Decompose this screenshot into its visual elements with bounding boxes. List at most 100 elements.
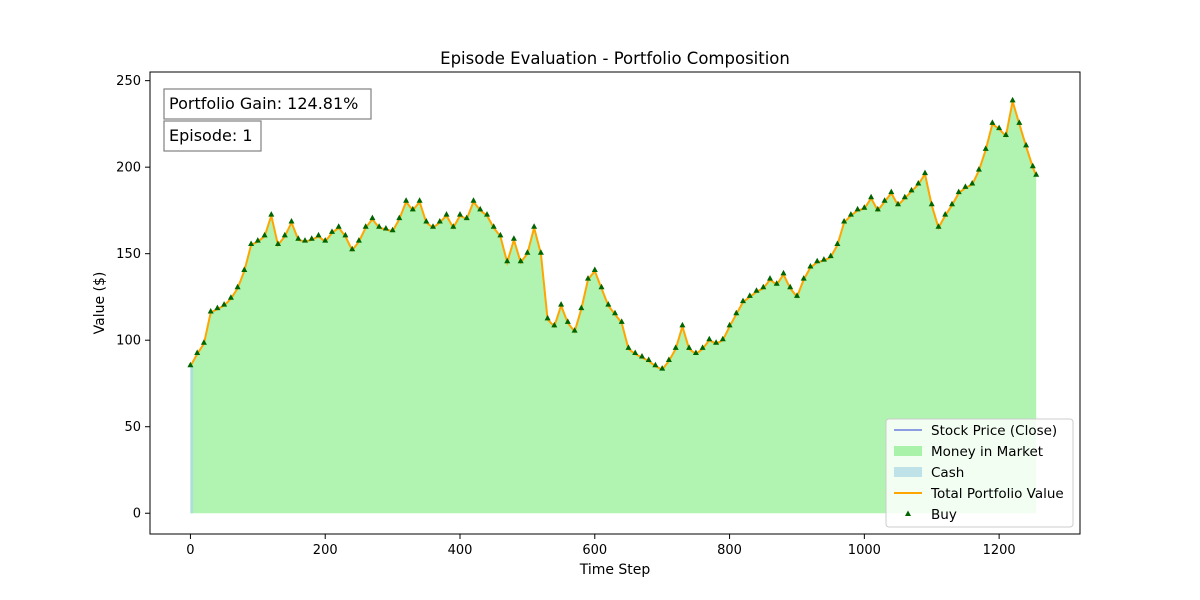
buy-marker	[935, 223, 942, 229]
buy-marker	[315, 231, 322, 238]
y-tick-label: 200	[116, 161, 141, 176]
buy-marker	[234, 283, 241, 290]
buy-marker	[1029, 162, 1036, 169]
annotation-gain: Portfolio Gain: 124.81%	[163, 88, 372, 120]
buy-marker	[585, 275, 591, 281]
buy-marker	[625, 344, 632, 350]
buy-marker	[200, 339, 207, 345]
buy-marker	[861, 204, 868, 210]
buy-marker	[329, 228, 335, 234]
buy-marker	[355, 237, 362, 243]
buy-marker	[463, 214, 470, 221]
buy-marker	[686, 344, 693, 350]
buy-marker	[281, 231, 288, 238]
buy-marker	[591, 266, 598, 272]
y-tick-label: 150	[116, 247, 141, 262]
buy-marker	[665, 356, 672, 362]
buy-marker	[382, 225, 389, 231]
buy-marker	[510, 235, 517, 241]
buy-marker	[322, 237, 329, 243]
buy-marker	[241, 266, 248, 272]
buy-marker	[558, 301, 565, 307]
buy-marker	[672, 344, 679, 350]
buy-marker	[800, 275, 807, 281]
x-tick-label: 1000	[848, 543, 881, 558]
buy-marker	[767, 275, 773, 281]
x-tick-label: 200	[313, 543, 338, 558]
buy-marker	[895, 200, 901, 207]
buy-marker	[996, 124, 1003, 131]
buy-marker	[969, 180, 976, 186]
y-tick-label: 0	[133, 507, 141, 522]
buy-marker	[362, 223, 369, 229]
annotation-gain-box	[163, 88, 372, 120]
buy-marker	[692, 349, 699, 355]
buy-marker	[746, 292, 753, 298]
buy-marker	[302, 237, 308, 243]
buy-marker	[794, 292, 800, 298]
buy-marker	[868, 193, 875, 200]
buy-marker	[787, 283, 794, 290]
buy-marker	[335, 223, 342, 229]
buy-marker	[679, 321, 686, 328]
buy-marker	[639, 353, 645, 359]
buy-marker	[773, 280, 780, 286]
buy-marker	[531, 223, 538, 229]
buy-marker	[490, 223, 497, 229]
legend-box	[885, 418, 1074, 528]
buy-marker	[982, 145, 989, 151]
buy-marker	[504, 257, 511, 264]
y-tick-label: 250	[116, 74, 141, 89]
buy-marker	[423, 218, 430, 224]
x-axis: 0 200 400 600 800 1000 1200	[186, 534, 1016, 558]
buy-marker	[612, 309, 618, 316]
buy-marker	[874, 205, 881, 212]
annotation-episode-box	[163, 120, 262, 152]
buy-marker	[376, 223, 383, 229]
buy-marker	[517, 257, 524, 264]
buy-marker	[389, 226, 396, 233]
legend-swatch-buy	[905, 510, 911, 516]
buy-marker	[847, 211, 854, 217]
buy-marker	[571, 327, 578, 333]
buy-marker	[457, 211, 463, 217]
buy-marker	[477, 205, 484, 212]
buy-marker	[551, 321, 558, 328]
buy-marker	[450, 223, 457, 229]
buy-marker	[544, 314, 551, 321]
buy-marker	[288, 218, 295, 224]
buy-marker	[497, 231, 504, 238]
x-tick-label: 0	[186, 543, 194, 558]
buy-marker	[430, 223, 436, 229]
buy-marker	[349, 245, 356, 252]
cash-area	[190, 366, 194, 514]
buy-marker	[699, 344, 706, 350]
buy-marker	[989, 119, 996, 125]
plot-content	[187, 96, 1040, 514]
y-axis-label: Value ($)	[92, 272, 108, 335]
buy-marker	[841, 218, 848, 224]
legend-label-total-portfolio-value: Total Portfolio Value	[930, 486, 1064, 502]
buy-marker	[1002, 131, 1009, 137]
buy-marker	[261, 231, 268, 238]
annotation-episode: Episode: 1	[163, 120, 262, 152]
buy-marker	[221, 301, 228, 307]
legend-swatch-money-in-market	[894, 446, 922, 456]
buy-marker	[342, 231, 349, 238]
buy-marker	[1016, 119, 1023, 125]
legend-label-money-in-market: Money in Market	[931, 444, 1043, 460]
annotation-episode-text: Episode: 1	[169, 126, 253, 145]
buy-marker	[706, 335, 713, 342]
buy-marker	[820, 256, 827, 262]
buy-marker	[827, 252, 834, 259]
buy-marker	[753, 287, 760, 293]
buy-marker	[962, 183, 969, 189]
buy-marker	[564, 318, 571, 324]
buy-marker	[254, 237, 261, 243]
buy-marker	[659, 365, 666, 371]
buy-marker	[470, 197, 477, 203]
buy-marker	[618, 318, 625, 324]
x-tick-label: 600	[582, 543, 607, 558]
buy-marker	[632, 349, 639, 355]
buy-marker	[719, 335, 726, 342]
